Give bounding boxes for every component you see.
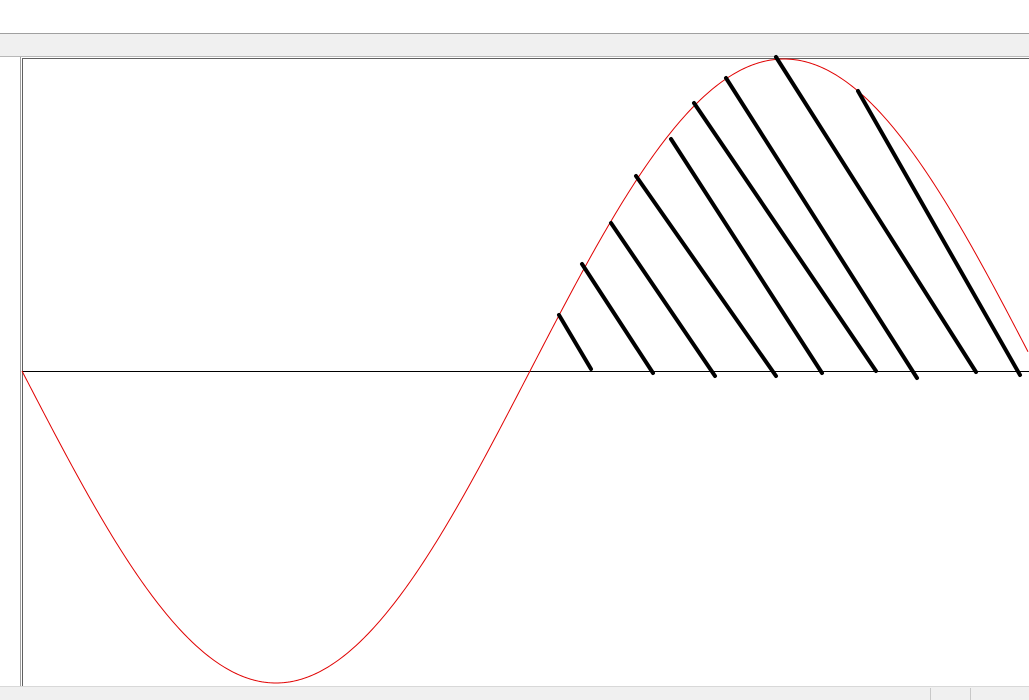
status-bar	[0, 686, 1029, 700]
hatch-line	[724, 76, 919, 380]
toolbar	[0, 0, 1029, 33]
hatch-line	[557, 313, 593, 371]
hatch-line	[609, 221, 717, 378]
hatching	[557, 55, 1022, 380]
hatch-line	[856, 89, 1022, 377]
hatch-line	[634, 174, 778, 378]
hatch-line	[669, 137, 824, 375]
hatch-line	[580, 262, 655, 375]
hatch-line	[774, 55, 978, 374]
hatch-line	[692, 101, 878, 373]
